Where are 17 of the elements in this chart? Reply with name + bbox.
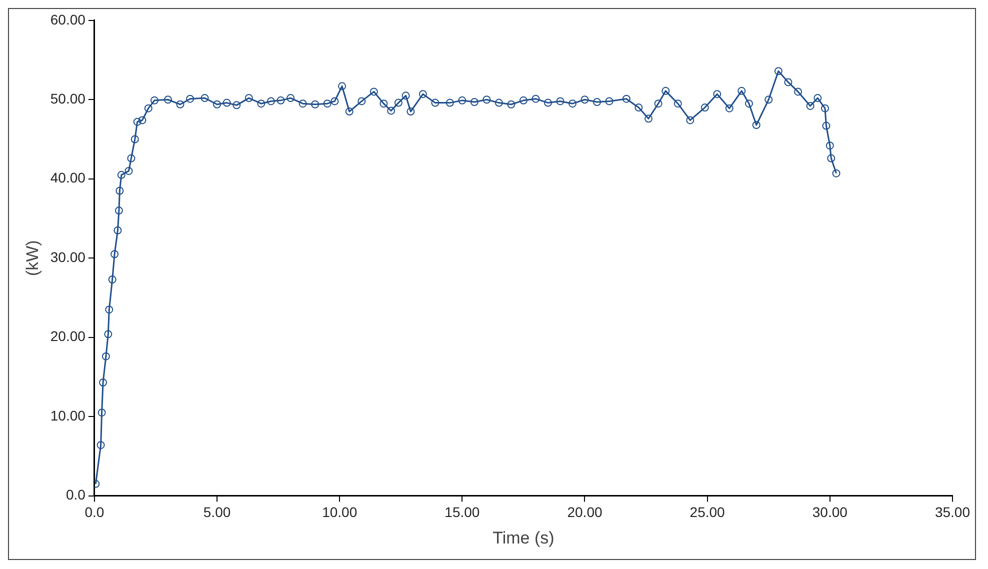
y-tick-label: 30.00 (50, 248, 86, 265)
x-tick-label: 25.00 (690, 504, 726, 520)
y-axis-title: (kW) (22, 240, 42, 276)
x-tick-label: 0.0 (84, 504, 104, 520)
y-tick-label: 50.00 (50, 90, 86, 106)
y-tick-label: 0.0 (66, 486, 86, 503)
x-tick-label: 10.00 (322, 504, 358, 520)
x-tick-label: 15.00 (444, 504, 480, 520)
x-tick-label: 30.00 (812, 504, 848, 520)
y-tick-label: 20.00 (50, 328, 86, 344)
y-tick-label: 10.00 (50, 407, 86, 424)
x-tick-label: 20.00 (567, 504, 602, 520)
x-tick-label: 5.00 (203, 504, 231, 520)
x-tick-label: 35.00 (934, 504, 970, 520)
x-axis-title: Time (s) (492, 528, 554, 548)
y-tick-label: 60.00 (50, 11, 86, 28)
y-tick-label: 40.00 (50, 170, 86, 186)
